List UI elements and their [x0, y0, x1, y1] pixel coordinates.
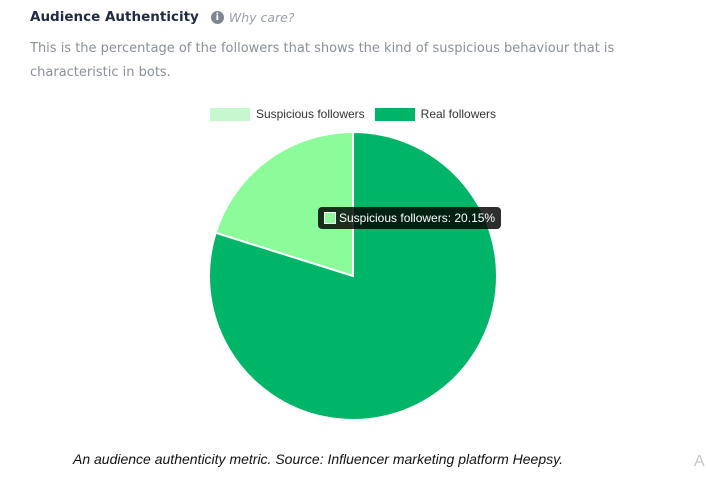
chart-legend: Suspicious followers Real followers — [0, 107, 706, 121]
pie-slice-real-followers[interactable] — [208, 130, 498, 421]
chart-tooltip: Suspicious followers: 20.15% — [318, 207, 502, 229]
legend-label-real: Real followers — [420, 107, 497, 121]
legend-item-suspicious[interactable]: Suspicious followers — [209, 107, 365, 121]
section-description: This is the percentage of the followers … — [30, 41, 615, 80]
legend-swatch-real — [374, 107, 415, 121]
tooltip-text: Suspicious followers: 20.15% — [339, 211, 496, 225]
pie-slice-suspicious-followers[interactable] — [214, 130, 354, 278]
section-title: Audience Authenticity — [30, 9, 199, 25]
figure-caption: An audience authenticity metric. Source:… — [73, 451, 563, 467]
header: Audience Authenticity i Why care? — [30, 9, 295, 25]
legend-item-real[interactable]: Real followers — [374, 107, 497, 121]
why-care-link[interactable]: Why care? — [228, 9, 295, 25]
legend-label-suspicious: Suspicious followers — [255, 107, 365, 121]
legend-swatch-suspicious — [209, 107, 250, 121]
cropped-edge-text: A — [694, 453, 705, 470]
info-icon[interactable]: i — [210, 10, 224, 24]
tooltip-swatch — [324, 212, 336, 224]
